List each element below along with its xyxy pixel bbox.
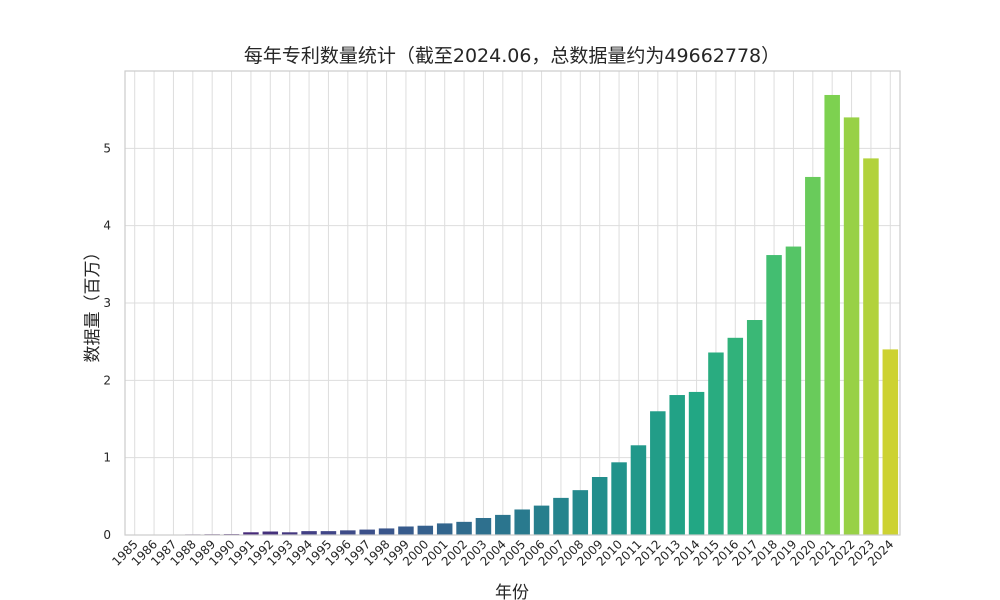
bar-2000 — [417, 525, 434, 535]
bar-1993 — [281, 532, 298, 535]
bar-2021 — [824, 94, 840, 535]
bar-2010 — [611, 462, 627, 535]
bar-2009 — [591, 477, 608, 535]
bar-1997 — [359, 529, 375, 535]
bar-2012 — [650, 411, 666, 535]
bar-2018 — [766, 255, 782, 536]
x-tick-labels: 1985198619871988198919901991199219931994… — [109, 537, 896, 568]
bar-2011 — [630, 445, 647, 535]
grid-lines — [125, 71, 900, 536]
y-tick-labels: 0 1 2 3 4 5 — [103, 141, 111, 542]
bar-1995 — [320, 531, 337, 535]
bar-2020 — [805, 176, 821, 535]
bar-2023 — [863, 158, 879, 535]
bar-2019 — [785, 246, 802, 536]
y-tick-label: 0 — [103, 528, 111, 542]
bar-2006 — [533, 505, 550, 535]
bar-2016 — [727, 337, 744, 535]
bar-1991 — [243, 532, 259, 535]
bar-2013 — [669, 395, 685, 535]
bar-1998 — [378, 528, 395, 535]
bar-1992 — [262, 531, 279, 535]
bar-2001 — [436, 523, 453, 535]
y-axis-label: 数据量（百万） — [83, 244, 103, 363]
y-tick-label: 2 — [103, 373, 111, 387]
bars — [126, 94, 899, 536]
bar-2005 — [514, 509, 530, 535]
bar-2014 — [688, 391, 705, 535]
chart-title: 每年专利数量统计（截至2024.06，总数据量约为49662778） — [244, 45, 780, 67]
x-axis-label: 年份 — [495, 583, 529, 600]
bar-1999 — [398, 526, 414, 535]
bar-2015 — [708, 352, 724, 535]
bar-2024 — [882, 349, 899, 535]
y-tick-label: 5 — [103, 141, 111, 155]
y-tick-label: 4 — [103, 219, 111, 233]
bar-2008 — [572, 490, 589, 535]
bar-2017 — [746, 320, 763, 535]
bar-1996 — [340, 530, 356, 535]
bar-2002 — [456, 521, 472, 535]
bar-2003 — [475, 517, 492, 535]
bar-2022 — [843, 117, 860, 536]
bar-1994 — [301, 531, 317, 535]
bar-2007 — [553, 497, 569, 535]
plot-frame — [124, 70, 901, 536]
y-tick-label: 1 — [103, 451, 111, 465]
y-tick-label: 3 — [103, 296, 111, 310]
bar-2004 — [495, 514, 511, 535]
